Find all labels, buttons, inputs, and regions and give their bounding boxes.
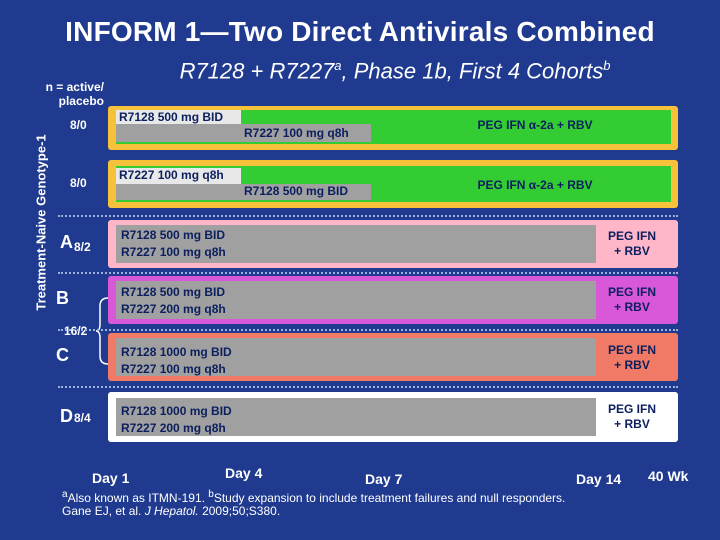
cohort-d-bar bbox=[116, 398, 596, 436]
day-14-label: Day 14 bbox=[576, 471, 622, 487]
cohort-c-line2: R7227 100 mg q8h bbox=[121, 362, 226, 376]
row1-bar-line2: R7227 100 mg q8h bbox=[116, 124, 371, 142]
cohort-a-count: 8/2 bbox=[74, 240, 91, 254]
day-1-label: Day 1 bbox=[92, 470, 130, 486]
row2-bar-line1: R7227 100 mg q8h bbox=[116, 168, 241, 184]
cohort-b-end: PEG IFN + RBV bbox=[607, 285, 656, 314]
cohort-d-label: D bbox=[60, 406, 73, 426]
row2-count: 8/0 bbox=[70, 176, 87, 190]
row2-bar-line2: R7128 500 mg BID bbox=[116, 184, 371, 200]
slide-title: INFORM 1—Two Direct Antivirals Combined bbox=[65, 16, 655, 47]
row2-end-label: PEG IFN α-2a + RBV bbox=[477, 178, 593, 192]
n-label: n = active/placebo bbox=[45, 80, 104, 108]
cohort-a-end: PEG IFN + RBV bbox=[607, 229, 656, 258]
cohort-b-label: B bbox=[56, 288, 69, 308]
separator bbox=[58, 272, 678, 274]
separator bbox=[58, 386, 678, 388]
slide-subtitle: R7128 + R7227a, Phase 1b, First 4 Cohort… bbox=[179, 58, 611, 84]
cohort-d-line1: R7128 1000 mg BID bbox=[121, 404, 232, 418]
cohort-a-bar bbox=[116, 225, 596, 263]
cohort-b-bar bbox=[116, 281, 596, 319]
day-7-label: Day 7 bbox=[365, 471, 403, 487]
bc-bracket bbox=[96, 297, 109, 365]
cohort-d-line2: R7227 200 mg q8h bbox=[121, 421, 226, 435]
cohort-c-end: PEG IFN + RBV bbox=[607, 343, 656, 372]
y-axis-label: Treatment-Naive Genotype-1 bbox=[33, 134, 49, 311]
cohort-c-bar bbox=[116, 338, 596, 376]
cohort-d-count: 8/4 bbox=[74, 411, 91, 425]
wk-40-label: 40 Wk bbox=[648, 468, 689, 484]
cohort-b-line1: R7128 500 mg BID bbox=[121, 285, 226, 299]
row1-count: 8/0 bbox=[70, 118, 87, 132]
cohort-b-line2: R7227 200 mg q8h bbox=[121, 302, 226, 316]
cohort-a-line2: R7227 100 mg q8h bbox=[121, 245, 226, 259]
footnote-line1: aAlso known as ITMN-191. bStudy expansio… bbox=[62, 489, 566, 505]
cohort-a-line1: R7128 500 mg BID bbox=[121, 228, 226, 242]
footnote-reference: Gane EJ, et al. J Hepatol. 2009;50;S380. bbox=[62, 504, 281, 518]
separator bbox=[58, 329, 678, 331]
row1-bar-line1: R7128 500 mg BID bbox=[116, 110, 241, 124]
row1-end-label: PEG IFN α-2a + RBV bbox=[477, 118, 593, 132]
cohort-c-label: C bbox=[56, 345, 69, 365]
cohort-c-line1: R7128 1000 mg BID bbox=[121, 345, 232, 359]
separator bbox=[58, 215, 678, 217]
cohort-d-end: PEG IFN + RBV bbox=[607, 402, 656, 431]
day-4-label: Day 4 bbox=[225, 465, 263, 481]
cohort-bc-count: 16/2 bbox=[64, 324, 88, 338]
cohort-a-label: A bbox=[60, 232, 73, 252]
